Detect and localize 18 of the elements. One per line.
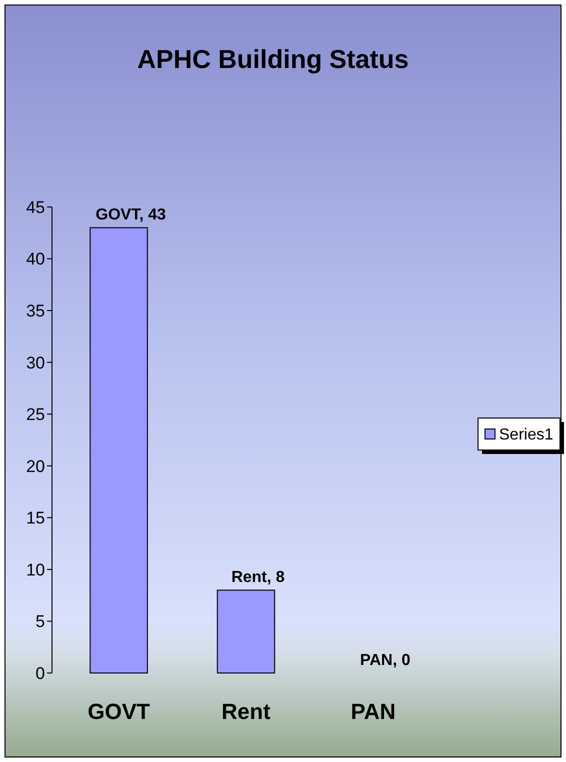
x-tick-label: PAN [350,699,396,724]
y-tick-label: 40 [26,250,45,269]
y-tick-label: 20 [26,456,45,476]
y-tick-label: 10 [26,560,45,580]
data-label: GOVT, 43 [96,206,166,224]
y-tick-label: 15 [26,508,45,528]
y-tick-label: 5 [36,612,45,632]
data-label: PAN, 0 [360,652,410,669]
x-tick-label: Rent [222,699,272,724]
y-tick-label: 35 [26,302,45,321]
legend-label: Series1 [499,426,554,444]
y-tick-label: 45 [26,198,45,217]
data-label: Rent, 8 [231,569,285,586]
y-tick-label: 0 [36,664,45,683]
chart-title: APHC Building Status [137,44,409,74]
x-tick-label: GOVT [88,699,151,724]
y-tick-label: 30 [26,353,45,372]
y-tick-label: 25 [26,405,45,424]
